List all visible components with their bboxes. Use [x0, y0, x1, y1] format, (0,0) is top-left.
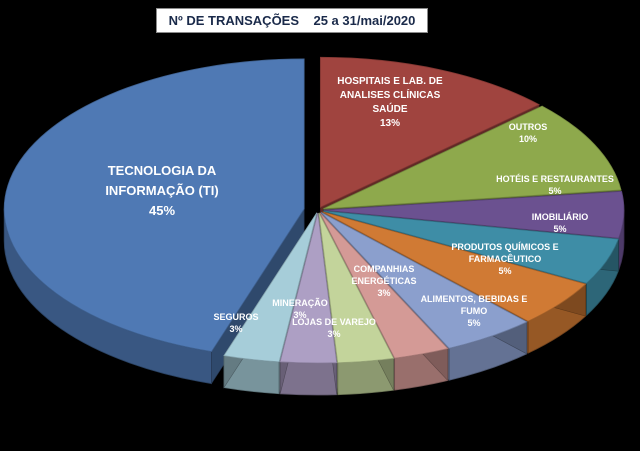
slice-label-line: COMPANHIAS	[354, 264, 415, 274]
slice-value-label: 5%	[553, 224, 566, 234]
slice-label-line: MINERAÇÃO	[272, 298, 328, 308]
pie-slice	[323, 210, 619, 284]
slice-label-line: ALIMENTOS, BEBIDAS E	[421, 294, 528, 304]
chart-title: Nº DE TRANSAÇÕES 25 a 31/mai/2020	[168, 13, 416, 28]
slice-label: OUTROS 10%	[509, 122, 548, 144]
slice-label-line: FUMO	[461, 306, 488, 316]
slice-label-line: OUTROS	[509, 122, 548, 132]
slice-label-line: ENERGÉTICAS	[351, 276, 416, 286]
slice-label: MINERAÇÃO 3%	[272, 298, 328, 320]
slice-label-line: HOSPITAIS E LAB. DE	[337, 76, 443, 87]
slice-label-line: LOJAS DE VAREJO	[292, 317, 376, 327]
pie-slice	[319, 56, 540, 208]
slice-label-line: FARMACÊUTICO	[469, 253, 542, 264]
slice-label: HOSPITAIS E LAB. DE ANALISES CLÍNICAS SAÚD…	[337, 76, 443, 129]
slice-label: SEGUROS 3%	[213, 312, 258, 334]
chart-title-box: Nº DE TRANSAÇÕES 25 a 31/mai/2020	[156, 8, 428, 33]
slice-value-label: 3%	[229, 324, 242, 334]
slice-value-label: 3%	[327, 329, 340, 339]
pie-slice	[321, 212, 528, 349]
slice-label-line: PRODUTOS QUÍMICOS E	[451, 242, 558, 252]
slice-label-line: SAÚDE	[372, 102, 407, 115]
slice-value-label: 5%	[498, 266, 511, 276]
slice-label: COMPANHIAS ENERGÉTICAS 3%	[351, 264, 416, 298]
pie-slice	[322, 211, 587, 322]
slice-label-line: SEGUROS	[213, 312, 258, 322]
pie-slice	[279, 212, 338, 364]
slice-label-line: HOTÉIS E RESTAURANTES	[496, 174, 614, 184]
slice-side	[279, 361, 338, 396]
slice-label-line: INFORMAÇÃO (TI)	[105, 183, 218, 198]
slice-value-label: 45%	[149, 203, 175, 218]
slice-value-label: 10%	[519, 134, 537, 144]
slice-value-label: 13%	[380, 118, 400, 129]
slice-labels: HOSPITAIS E LAB. DE ANALISES CLÍNICAS SAÚD…	[105, 76, 614, 339]
slice-tops	[3, 56, 625, 364]
slice-label: IMOBILIÁRIO 5%	[532, 212, 589, 234]
slice-label-line: ANALISES CLÍNICAS	[340, 88, 441, 101]
pie-slice	[323, 190, 625, 239]
slice-label: TECNOLOGIA DA INFORMAÇÃO (TI) 45%	[105, 163, 218, 218]
slice-label: ALIMENTOS, BEBIDAS E FUMO 5%	[421, 294, 528, 328]
slice-value-label: 3%	[293, 310, 306, 320]
slice-label-line: TECNOLOGIA DA	[108, 163, 217, 178]
slice-value-label: 5%	[467, 318, 480, 328]
slice-label-line: IMOBILIÁRIO	[532, 212, 589, 222]
slice-value-label: 3%	[377, 288, 390, 298]
pie-slice	[323, 105, 622, 210]
pie-slice	[319, 212, 449, 359]
slice-label: LOJAS DE VAREJO 3%	[292, 317, 376, 339]
pie-slice	[318, 212, 395, 364]
pie-slice	[3, 58, 305, 352]
slice-label: HOTÉIS E RESTAURANTES 5%	[496, 174, 614, 196]
slice-label: PRODUTOS QUÍMICOS E FARMACÊUTICO 5%	[451, 242, 558, 276]
pie-slice	[223, 212, 318, 363]
slice-value-label: 5%	[548, 186, 561, 196]
